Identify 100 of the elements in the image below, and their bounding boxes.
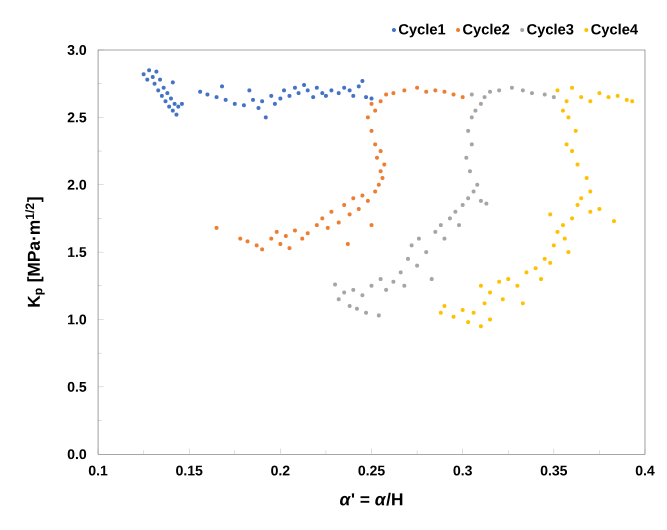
point [366, 115, 370, 120]
point [272, 102, 277, 106]
point [162, 86, 166, 90]
point [336, 297, 341, 302]
point [378, 148, 383, 153]
point [329, 210, 334, 214]
point [433, 230, 438, 234]
point [356, 206, 361, 211]
point [142, 72, 146, 76]
point [329, 88, 334, 92]
point [534, 266, 538, 270]
point [520, 88, 525, 92]
point [597, 206, 602, 211]
point [472, 310, 476, 315]
x-tick-label: 0.15 [176, 465, 202, 476]
point [391, 91, 396, 96]
point [370, 128, 374, 133]
point [170, 108, 175, 113]
point [306, 231, 310, 236]
point [324, 94, 328, 98]
point [482, 95, 487, 100]
point [356, 84, 361, 88]
point [616, 94, 620, 98]
point [287, 94, 292, 98]
point [167, 104, 172, 108]
point [378, 169, 383, 174]
point [438, 223, 443, 228]
point [470, 92, 474, 96]
point [530, 91, 534, 96]
point [466, 320, 470, 324]
point [453, 210, 458, 214]
y-tick-label: 2.5 [68, 112, 86, 122]
point [373, 108, 378, 113]
point [232, 102, 237, 106]
point [548, 260, 552, 265]
point [384, 288, 388, 292]
point [424, 90, 428, 94]
point [560, 108, 565, 113]
y-tick-label: 1.0 [68, 314, 86, 324]
y-tick-label: 1.5 [68, 247, 86, 257]
y-tick-label: 2.0 [68, 180, 86, 190]
point [630, 99, 634, 104]
point [198, 90, 202, 94]
point [442, 236, 446, 241]
point [274, 230, 279, 234]
point [566, 115, 570, 120]
y-tick-label: 0.5 [68, 382, 86, 392]
point [506, 276, 510, 281]
point [174, 112, 178, 117]
point [424, 250, 428, 254]
point [448, 216, 452, 220]
x-tick-label: 0.4 [636, 465, 655, 476]
x-tick-label: 0.1 [88, 465, 108, 476]
point [488, 317, 492, 322]
point [597, 91, 602, 96]
point [160, 94, 164, 98]
y-axis-title: K$_{p}$ [MPa·m$^{1/2}$] [25, 197, 45, 307]
point [360, 293, 364, 298]
point [588, 210, 592, 214]
point [333, 282, 338, 286]
point [466, 128, 470, 133]
point [320, 216, 324, 220]
point [478, 102, 483, 106]
point [515, 284, 520, 288]
point [348, 88, 352, 92]
point [415, 86, 420, 90]
point [220, 84, 224, 88]
point [470, 142, 474, 146]
point [311, 95, 316, 100]
point [406, 256, 410, 261]
point [433, 88, 438, 92]
point [473, 108, 478, 113]
point [170, 80, 175, 84]
y-tick-label: 0.0 [68, 449, 86, 460]
point [306, 88, 310, 92]
point [251, 98, 256, 102]
point [415, 263, 420, 268]
point [570, 86, 574, 90]
point [336, 220, 341, 224]
point [478, 198, 483, 203]
point [360, 193, 364, 198]
point [570, 148, 574, 153]
point [168, 96, 173, 100]
point [478, 324, 483, 328]
point [147, 68, 152, 72]
point [300, 236, 304, 241]
point [552, 95, 556, 100]
point [570, 216, 574, 220]
point [452, 314, 456, 319]
point [562, 236, 567, 241]
point [484, 201, 488, 206]
point [382, 162, 386, 166]
point [460, 95, 465, 100]
point [366, 198, 370, 203]
point [539, 276, 544, 281]
point [416, 236, 421, 241]
point [373, 142, 378, 146]
point [348, 304, 352, 308]
point [370, 223, 374, 228]
point [346, 242, 350, 246]
